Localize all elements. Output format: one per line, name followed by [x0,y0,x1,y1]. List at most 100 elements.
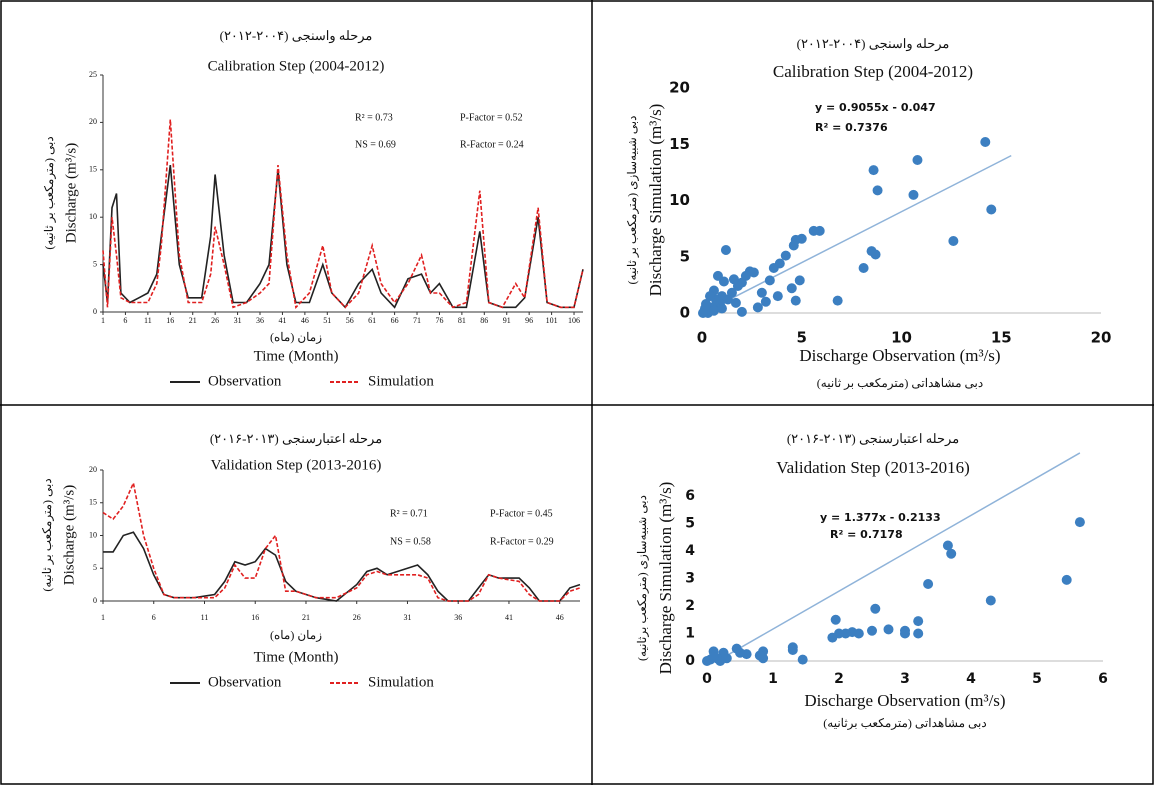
x-tick-label: 66 [391,316,399,325]
point [985,595,996,606]
y-tick-label: 10 [89,530,97,539]
x-tick-label: 41 [505,613,513,622]
x-tick-label: 4 [966,671,976,687]
x-tick-label: 21 [189,316,197,325]
x-tick-label: 56 [346,316,354,325]
x-tick-label: 21 [302,613,310,622]
point [1061,574,1072,585]
y-tick-label: 0 [680,304,690,322]
point [764,275,775,286]
y-tick-label: 4 [685,543,695,559]
chart-title: Calibration Step (2004-2012) [208,58,385,74]
x-tick-label: 91 [503,316,511,325]
x-tick-label: 26 [211,316,219,325]
chart-subtitle: مرحله واسنجی (۲۰۰۴-۲۰۱۲) [797,36,950,52]
x-tick-label: 26 [353,613,361,622]
trendline-label: R² = 0.7178 [830,528,903,541]
point [913,628,924,639]
x-tick-label: 96 [525,316,533,325]
trendline [716,452,1081,662]
legend-label: Simulation [368,674,434,690]
x-axis-label: Discharge Observation (m³/s) [804,691,1005,710]
x-axis-label-secondary: زمان (ماه) [270,628,322,642]
trendline-label: R² = 0.7376 [815,121,888,134]
point [760,296,771,307]
point [1074,517,1085,528]
series-line [102,119,584,310]
point [720,245,731,255]
x-tick-label: 5 [1032,671,1042,687]
point [718,647,729,658]
x-tick-label: 11 [201,613,209,622]
point [736,306,747,317]
x-axis-label: Discharge Observation (m³/s) [799,346,1000,365]
x-tick-label: 41 [278,316,286,325]
point [913,616,924,627]
point [786,283,797,294]
series-line [102,164,584,309]
y-tick-label: 15 [89,498,97,507]
y-axis-label: Discharge (m³/s) [61,485,77,585]
y-tick-label: 5 [93,563,97,572]
point [752,302,763,313]
y-tick-label: 0 [93,307,97,316]
chart-subtitle: مرحله واسنجی (۲۰۰۴-۲۰۱۲) [220,28,373,44]
trendline-label: y = 0.9055x - 0.047 [815,101,936,114]
x-tick-label: 46 [301,316,309,325]
x-tick-label: 1 [101,613,105,622]
point [754,650,765,661]
x-tick-label: 81 [458,316,466,325]
x-tick-label: 36 [256,316,264,325]
y-tick-label: 20 [89,117,97,126]
trendline-label: y = 1.377x - 0.2133 [820,511,941,524]
chart-title: Validation Step (2013-2016) [776,458,970,477]
x-tick-label: 1 [768,671,778,687]
y-tick-label: 15 [89,165,97,174]
annotation: R² = 0.73 [355,112,393,123]
chart-subtitle: مرحله اعتبارسنجی (۲۰۱۳-۲۰۱۶) [210,431,382,447]
y-axis-label: Discharge Simulation (m³/s) [646,104,665,297]
x-tick-label: 6 [123,316,127,325]
x-tick-label: 5 [797,329,807,347]
y-tick-label: 10 [89,212,97,221]
point [708,651,719,662]
point [980,137,991,147]
annotation: NS = 0.58 [390,536,431,547]
x-tick-label: 31 [403,613,411,622]
y-axis-label: Discharge Simulation (m³/s) [656,482,675,675]
legend-label: Observation [208,674,282,690]
y-tick-label: 10 [669,191,690,209]
x-axis-label-secondary: زمان (ماه) [270,330,322,344]
x-tick-label: 36 [454,613,462,622]
x-tick-label: 61 [368,316,376,325]
y-tick-label: 25 [89,70,97,79]
x-axis-label-secondary: دبی مشاهداتی (مترمکعب برثانیه) [823,716,986,730]
point [858,263,869,273]
point [768,263,779,273]
y-tick-label: 5 [685,516,695,532]
annotation: NS = 0.69 [355,139,396,150]
chart-title: Validation Step (2013-2016) [211,457,382,473]
x-tick-label: 86 [480,316,488,325]
point [808,225,819,236]
point [697,308,708,318]
annotation: R-Factor = 0.24 [460,139,524,150]
point [908,189,919,200]
x-tick-label: 2 [834,671,844,687]
annotation: P-Factor = 0.52 [460,112,523,123]
point [832,295,843,306]
y-axis-label-secondary: دبی شبیه‌سازی (مترمکعب برثانیه) [635,495,649,661]
x-tick-label: 31 [234,316,242,325]
point [946,548,957,559]
point [900,625,910,636]
x-tick-label: 101 [546,316,558,325]
point [704,291,715,302]
x-tick-label: 3 [900,671,910,687]
point [780,250,791,261]
point [797,654,808,665]
x-tick-label: 46 [556,613,564,622]
point [756,287,767,298]
x-tick-label: 11 [144,316,152,325]
x-tick-label: 0 [697,329,707,347]
point [731,643,742,654]
